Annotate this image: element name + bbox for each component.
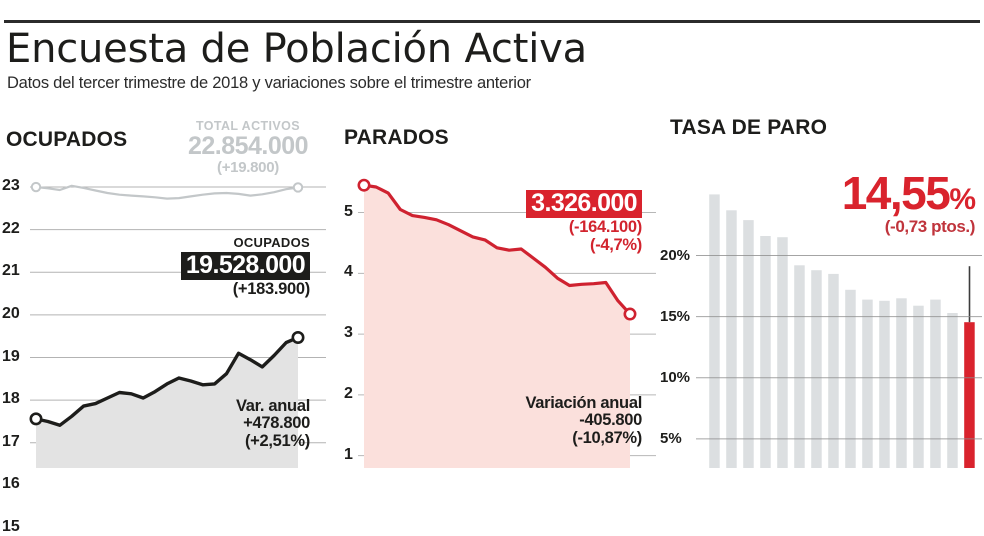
callout-ocupados-delta: (+183.900) xyxy=(232,279,311,298)
callout-parados-value: 3.326.000 xyxy=(526,190,642,218)
total-activos-delta: (+19.800) xyxy=(217,159,279,177)
callout-parados-pct: (-4,7%) xyxy=(590,236,642,255)
panel-heading-parados: PARADOS xyxy=(344,126,449,149)
annual-variation-parados-label: Variación anual xyxy=(525,394,642,412)
chart-ocupados xyxy=(0,160,330,468)
y-tick-parados-5: 5 xyxy=(344,202,353,220)
y-tick-ocupados-20: 20 xyxy=(2,304,20,322)
tasa-de-paro-headline: 14,55% (-0,73 ptos.) xyxy=(770,167,976,236)
callout-parados-delta: (-164.100) xyxy=(568,218,642,236)
y-tick-ocupados-17: 17 xyxy=(2,432,20,450)
annual-variation-ocupados-label: Var. anual xyxy=(235,397,310,415)
annual-variation-parados: Variación anual -405.800 (-10,87%) xyxy=(460,394,642,447)
chart-tasa-svg xyxy=(696,194,982,468)
y-tick-tasa-10%: 10% xyxy=(660,368,691,386)
tasa-de-paro-value: 14,55% xyxy=(770,167,976,219)
y-tick-tasa-20%: 20% xyxy=(660,246,691,264)
infographic-page: Encuesta de Población Activa Datos del t… xyxy=(0,20,984,535)
panel-heading-ocupados: OCUPADOS xyxy=(6,128,128,151)
y-tick-parados-2: 2 xyxy=(344,384,353,402)
chart-tasa-de-paro xyxy=(660,160,984,468)
chart-parados xyxy=(336,160,660,468)
tasa-de-paro-delta: (-0,73 ptos.) xyxy=(884,217,976,236)
callout-ocupados-label: OCUPADOS xyxy=(233,235,310,250)
y-tick-ocupados-18: 18 xyxy=(2,390,20,408)
callout-parados: 3.326.000 (-164.100) (-4,7%) xyxy=(460,188,642,254)
annual-variation-parados-pct: (-10,87%) xyxy=(572,428,642,447)
y-tick-ocupados-15: 15 xyxy=(2,518,20,535)
y-tick-parados-4: 4 xyxy=(344,263,353,281)
y-tick-ocupados-19: 19 xyxy=(2,347,20,365)
y-tick-ocupados-21: 21 xyxy=(2,262,20,280)
y-tick-ocupados-23: 23 xyxy=(2,177,20,195)
chart-ocupados-svg xyxy=(29,181,326,468)
annual-variation-parados-value: -405.800 xyxy=(579,411,642,430)
total-activos-label: TOTAL ACTIVOS xyxy=(195,119,301,133)
chart-parados-svg xyxy=(357,178,656,468)
callout-ocupados: OCUPADOS 19.528.000 (+183.900) xyxy=(118,236,310,298)
y-tick-tasa-15%: 15% xyxy=(660,307,691,325)
annual-variation-ocupados-pct: (+2,51%) xyxy=(244,431,310,450)
y-tick-tasa-5%: 5% xyxy=(660,429,682,447)
panel-heading-tasa-de-paro: TASA DE PARO xyxy=(670,116,828,139)
y-tick-ocupados-16: 16 xyxy=(2,475,20,493)
total-activos-block: TOTAL ACTIVOS 22.854.000 (+19.800) xyxy=(178,120,318,176)
total-activos-value: 22.854.000 xyxy=(187,131,309,160)
y-tick-parados-3: 3 xyxy=(344,324,353,342)
percent-sign-icon: % xyxy=(949,183,976,216)
header-divider xyxy=(4,20,980,23)
annual-variation-ocupados: Var. anual +478.800 (+2,51%) xyxy=(130,397,310,450)
tasa-de-paro-number: 14,55 xyxy=(841,167,951,219)
callout-ocupados-value: 19.528.000 xyxy=(180,251,310,280)
annual-variation-ocupados-value: +478.800 xyxy=(243,414,310,433)
y-tick-ocupados-22: 22 xyxy=(2,219,20,237)
page-title: Encuesta de Población Activa xyxy=(6,26,587,72)
y-tick-parados-1: 1 xyxy=(344,445,353,463)
page-subtitle: Datos del tercer trimestre de 2018 y var… xyxy=(7,74,531,92)
